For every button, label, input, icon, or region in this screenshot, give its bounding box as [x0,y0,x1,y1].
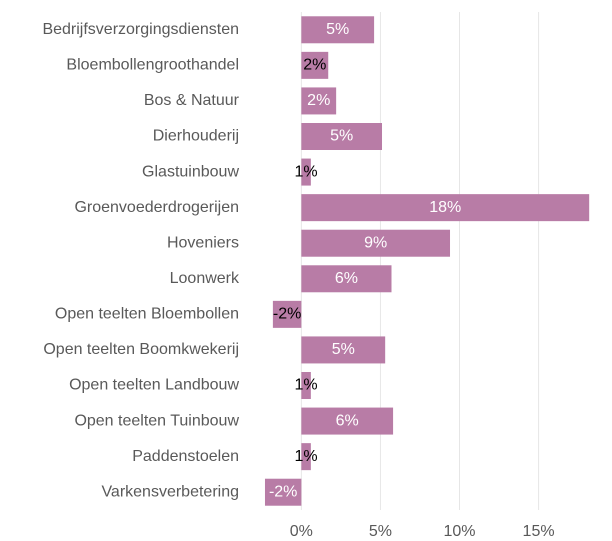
bar [301,336,386,364]
y-tick-label: Paddenstoelen [132,448,239,465]
y-tick-label: Varkensverbetering [101,483,239,500]
data-label: 9% [364,234,387,251]
x-tick-label: 5% [369,523,392,540]
bar [301,407,394,435]
y-tick-label: Open teelten Landbouw [69,377,239,394]
data-label: -2% [273,306,301,323]
data-label: 5% [332,341,355,358]
bar [301,372,311,399]
data-label: 18% [429,199,461,216]
y-tick-label: Open teelten Bloembollen [55,306,239,323]
data-label: 6% [336,412,359,429]
y-tick-label: Bloembollengroothandel [66,57,239,74]
x-tick-label: 10% [443,523,475,540]
y-tick-label: Open teelten Tuinbouw [74,412,239,429]
bar [301,194,590,222]
data-label: 5% [330,128,353,145]
bar [272,300,302,328]
data-label: 2% [303,57,326,74]
data-label: 1% [295,377,318,394]
data-label: -2% [269,483,297,500]
bar [301,158,311,186]
data-label: 6% [335,270,358,287]
y-tick-label: Bos & Natuur [144,92,240,109]
data-label: 1% [295,448,318,465]
data-label: 2% [307,92,330,109]
x-tick-label: 15% [523,523,555,540]
bar [301,87,337,115]
y-tick-label: Hoveniers [167,234,239,251]
bar [301,51,329,79]
y-tick-label: Open teelten Boomkwekerij [43,341,239,358]
bar [301,123,383,150]
bar [264,478,302,506]
y-tick-label: Glastuinbouw [142,163,239,180]
bar [301,16,375,44]
bar [301,443,311,471]
y-tick-label: Dierhouderij [153,128,239,145]
bar [301,265,392,293]
y-tick-label: Loonwerk [170,270,240,287]
x-tick-label: 0% [290,523,313,540]
data-label: 5% [326,21,349,38]
y-tick-label: Bedrijfsverzorgingsdiensten [42,21,239,38]
bar [301,229,451,257]
data-label: 1% [295,163,318,180]
y-tick-label: Groenvoederdrogerijen [74,199,239,216]
